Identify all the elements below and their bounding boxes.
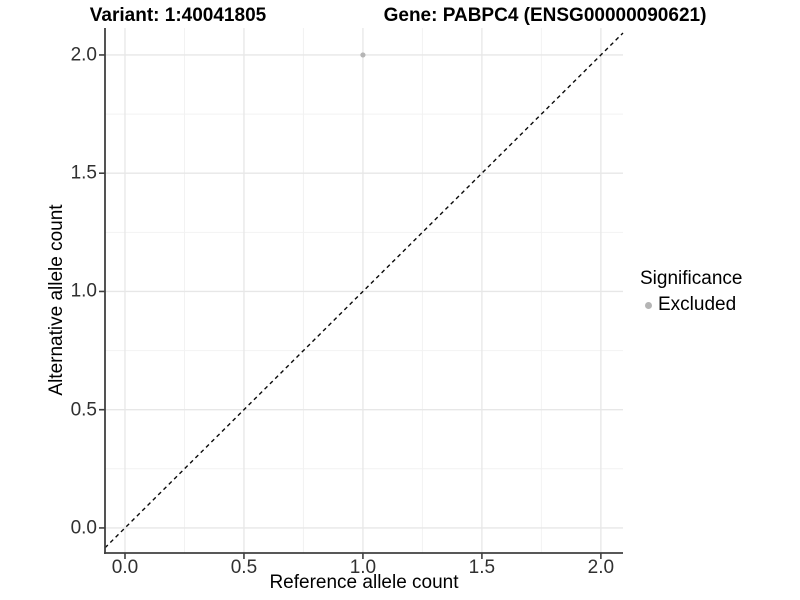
x-tick-label: 0.0 [111, 557, 139, 578]
y-tick-label: 1.0 [70, 280, 97, 302]
legend-entry-excluded: Excluded [640, 294, 742, 316]
legend-point-icon [645, 301, 652, 309]
plot-title-gene: Gene: PABPC4 (ENSG00000090621) [383, 5, 707, 26]
plot-title-variant: Variant: 1:40041805 [89, 5, 267, 26]
legend-entry-label: Excluded [658, 294, 737, 315]
y-tick-label: 0.5 [70, 399, 97, 421]
y-tick-label: 1.5 [70, 162, 97, 184]
y-tick-label: 2.0 [70, 44, 97, 66]
legend-title: Significance [640, 268, 743, 289]
legend: Significance Excluded [640, 268, 742, 316]
data-point-excluded [360, 52, 366, 58]
x-tick-label: 2.0 [587, 557, 615, 578]
x-axis-title: Reference allele count [269, 572, 459, 593]
x-tick-label: 0.5 [230, 557, 258, 578]
identity-line [104, 32, 624, 549]
x-tick-label: 1.0 [349, 557, 377, 578]
x-tick-label: 1.5 [468, 557, 496, 578]
y-tick-label: 0.0 [70, 517, 97, 539]
